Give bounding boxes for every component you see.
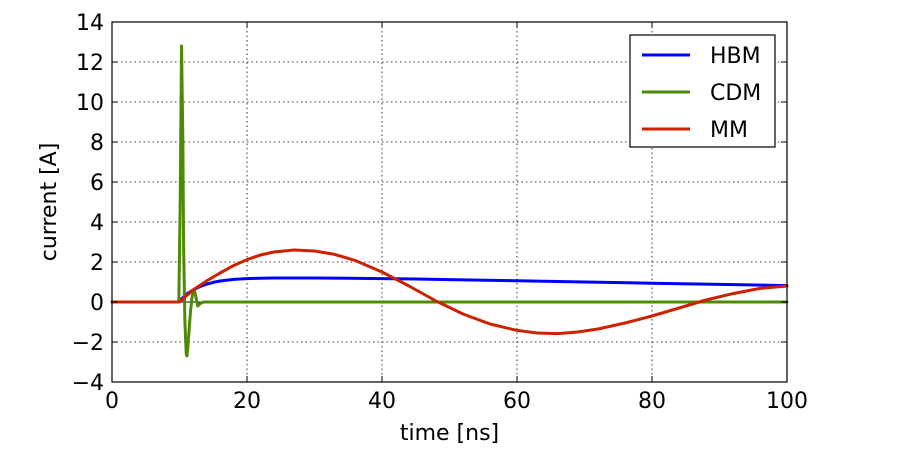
y-tick-label: 2 bbox=[90, 251, 104, 276]
y-tick-label: 14 bbox=[76, 11, 104, 36]
x-tick-label: 60 bbox=[503, 389, 531, 414]
y-tick-label: 12 bbox=[76, 51, 104, 76]
y-axis-label: current [A] bbox=[37, 143, 62, 262]
y-tick-label: 6 bbox=[90, 171, 104, 196]
y-tick-label: 10 bbox=[76, 91, 104, 116]
series-line-mm bbox=[110, 248, 789, 336]
legend-label-hbm: HBM bbox=[710, 44, 761, 69]
y-tick-label: −2 bbox=[72, 331, 104, 356]
x-tick-label: 100 bbox=[766, 389, 808, 414]
y-tick-label: −4 bbox=[72, 371, 104, 396]
series-lines bbox=[110, 44, 789, 358]
x-tick-label: 20 bbox=[233, 389, 261, 414]
y-tick-label: 0 bbox=[90, 291, 104, 316]
y-tick-label: 8 bbox=[90, 131, 104, 156]
plot-frame bbox=[111, 21, 788, 383]
legend-label-cdm: CDM bbox=[710, 81, 761, 106]
series-line-hbm bbox=[110, 276, 789, 304]
x-tick-label: 40 bbox=[368, 389, 396, 414]
x-axis-label: time [ns] bbox=[400, 421, 499, 446]
x-tick-label: 0 bbox=[105, 389, 119, 414]
ticks: 0 20 40 60 80 100 −4 −2 0 2 4 6 8 10 12 14 bbox=[72, 11, 808, 414]
legend: HBM CDM MM bbox=[629, 34, 776, 148]
series-line-cdm bbox=[110, 44, 789, 358]
legend-label-mm: MM bbox=[710, 118, 748, 143]
y-tick-label: 4 bbox=[90, 211, 104, 236]
x-tick-label: 80 bbox=[638, 389, 666, 414]
